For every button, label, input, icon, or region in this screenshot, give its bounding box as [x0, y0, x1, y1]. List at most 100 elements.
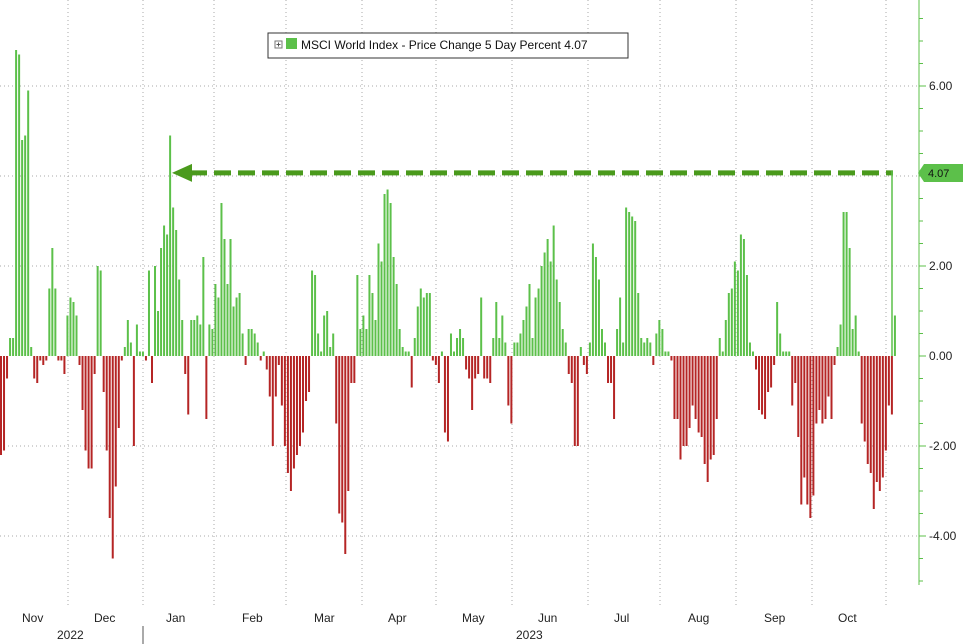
bar [99, 270, 102, 356]
gridlines [0, 0, 918, 608]
bar [217, 297, 220, 356]
bar [226, 284, 229, 356]
bar [543, 252, 546, 356]
y-axis: 6.004.002.000.00-2.00-4.00 [918, 0, 957, 585]
bar [857, 351, 860, 356]
bar [232, 306, 235, 356]
bar [610, 356, 613, 383]
last-value-tag [918, 164, 963, 182]
bar [253, 333, 256, 356]
bar [250, 329, 253, 356]
bar [718, 338, 721, 356]
bar [302, 356, 304, 433]
bar [594, 257, 597, 356]
bar [259, 356, 262, 361]
bar [619, 297, 622, 356]
bar [359, 329, 362, 356]
bar [604, 342, 606, 356]
bar [196, 315, 199, 356]
bar [724, 320, 727, 356]
bar [679, 356, 682, 460]
bar [597, 279, 600, 356]
bar [265, 356, 268, 370]
bar [803, 356, 806, 478]
bar [63, 356, 66, 374]
bar [585, 356, 588, 374]
bar [308, 356, 311, 392]
bar [634, 221, 637, 356]
bar [770, 356, 773, 388]
bar [428, 293, 431, 356]
legend-label: MSCI World Index - Price Change 5 Day Pe… [301, 38, 588, 52]
bar [739, 234, 742, 356]
bar [471, 356, 474, 410]
bar [875, 356, 878, 482]
bar [579, 347, 582, 356]
bar [779, 333, 782, 356]
bar [220, 203, 223, 356]
bar [431, 356, 434, 361]
bar [208, 324, 211, 356]
bar [625, 207, 628, 356]
bar [404, 351, 407, 356]
bar [292, 356, 295, 469]
bar [96, 266, 99, 356]
x-tick-label: Aug [688, 611, 709, 625]
bar [462, 338, 465, 356]
bar [658, 320, 661, 356]
bar [576, 356, 579, 446]
y-tick-label: -4.00 [929, 529, 957, 543]
bar [443, 356, 446, 433]
bar [685, 356, 688, 446]
bar [492, 338, 495, 356]
bar [453, 351, 455, 356]
bar [480, 297, 483, 356]
bar [474, 356, 477, 379]
last-value-callout: 4.07 [918, 164, 963, 182]
bar [117, 356, 120, 428]
bar [667, 351, 670, 356]
bar [129, 342, 132, 356]
bar [132, 356, 135, 446]
bar [622, 342, 625, 356]
bar [860, 356, 863, 424]
bar [764, 356, 767, 419]
bar [395, 284, 398, 356]
bar [434, 356, 437, 365]
bar [782, 351, 785, 356]
bar [24, 135, 27, 356]
bar [564, 342, 567, 356]
bar [262, 351, 265, 356]
bar [33, 356, 36, 379]
bar [407, 351, 410, 356]
bar [773, 356, 776, 365]
bar [767, 356, 770, 392]
bar [489, 356, 492, 383]
bar [151, 356, 153, 383]
bar [410, 356, 413, 388]
bar [845, 212, 848, 356]
bar [519, 333, 522, 356]
bar [806, 356, 809, 505]
bar [184, 356, 187, 374]
bar [513, 342, 516, 356]
bar [30, 347, 33, 356]
legend-box [267, 32, 629, 59]
bar [528, 284, 531, 356]
bar [332, 333, 335, 356]
bar [537, 288, 540, 356]
bar [664, 351, 667, 356]
bar [163, 225, 166, 356]
bar [84, 356, 87, 451]
bar [108, 356, 111, 518]
bar [341, 356, 344, 523]
x-tick-label: Jan [166, 611, 185, 625]
bar [797, 356, 800, 437]
bar [413, 338, 416, 356]
bar [863, 356, 866, 442]
bar [631, 216, 634, 356]
bar [93, 356, 96, 374]
bar [123, 347, 126, 356]
bar [628, 212, 631, 356]
